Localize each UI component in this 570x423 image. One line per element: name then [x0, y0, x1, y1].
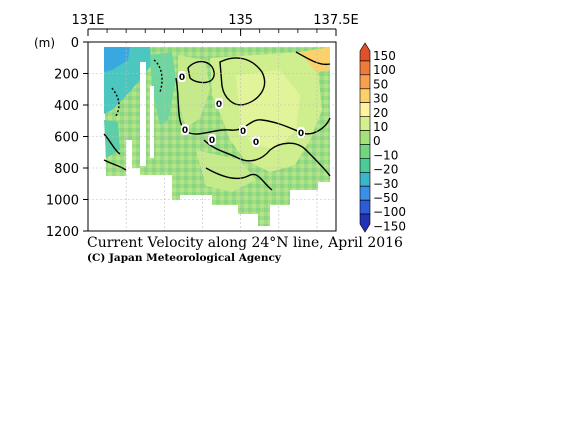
- colorbar-segment: [359, 185, 371, 201]
- field-patch-west-4: [150, 52, 176, 125]
- contour-line: [187, 61, 215, 84]
- field-gap-3: [126, 140, 132, 170]
- zero-contours: [103, 51, 331, 191]
- contour-label: 0: [253, 138, 259, 148]
- x-tick-label: 137.5E: [313, 13, 358, 28]
- grid: [88, 42, 336, 231]
- y-tick-label: 800: [54, 162, 79, 177]
- colorbar-label: −10: [373, 148, 398, 162]
- colorbar-segment: [359, 74, 371, 90]
- colorbar-label: 20: [373, 106, 388, 120]
- contour-label: 0: [182, 126, 188, 136]
- contour-line: [205, 167, 273, 191]
- field-patch-east-3: [300, 47, 330, 72]
- x-tick-label: 131E: [71, 13, 104, 28]
- field-patch-east-2: [236, 70, 300, 150]
- contour-label: 0: [179, 73, 185, 83]
- field-gap-1: [140, 62, 146, 166]
- colorbar-label: 10: [373, 120, 388, 134]
- contour-label: 0: [298, 129, 304, 139]
- colorbar-label: −20: [373, 163, 398, 177]
- chart-title: Current Velocity along 24°N line, April …: [87, 235, 403, 251]
- credit-text: (C) Japan Meteorological Agency: [87, 252, 282, 264]
- colorbar-segment: [359, 199, 371, 215]
- colorbar-segment: [359, 42, 371, 62]
- colorbar-segment: [359, 116, 371, 131]
- contour-line: [219, 57, 266, 106]
- contour-label-bg: [252, 136, 260, 147]
- contour-line: [175, 77, 263, 135]
- colorbar-segment: [359, 158, 371, 173]
- colorbar-label: 50: [373, 77, 388, 91]
- contour-label-bg: [239, 125, 247, 136]
- contour-label: 0: [216, 100, 222, 110]
- colorbar-label: 150: [373, 49, 396, 63]
- colorbar-segment: [359, 88, 371, 103]
- x-tick-label: 135: [228, 13, 253, 28]
- field-patch-west-3: [104, 120, 120, 158]
- contour-line: [295, 51, 331, 66]
- colorbar-label: 100: [373, 63, 396, 77]
- contour-line: [103, 159, 127, 171]
- colorbar-label: −50: [373, 191, 398, 205]
- y-unit-label: (m): [34, 36, 55, 50]
- y-tick-label: 600: [54, 131, 79, 146]
- contour-label-bg: [181, 124, 189, 135]
- y-tick-label: 400: [54, 99, 79, 114]
- field-patch-west-2: [104, 47, 130, 72]
- colorbar-segment: [359, 172, 371, 187]
- y-tick-label: 0: [71, 36, 79, 51]
- x-axis: 131E 135 137.5E: [71, 13, 359, 36]
- contour-label-bg: [215, 98, 223, 109]
- colorbar-segment: [359, 102, 371, 117]
- y-tick-label: 1200: [46, 225, 79, 240]
- contour-label-bg: [297, 127, 305, 138]
- colorbar-segment: [359, 60, 371, 76]
- y-axis: 0 200 400 600 800 1000 1200 (m): [34, 36, 88, 240]
- colorbar-label: 30: [373, 92, 388, 106]
- y-tick-label: 200: [54, 68, 79, 83]
- field-gap-2: [150, 86, 154, 158]
- colorbar-segment: [359, 130, 371, 145]
- colorbar-label: −30: [373, 177, 398, 191]
- field-patch-lower: [196, 150, 256, 192]
- contour-label: 0: [240, 127, 246, 137]
- colorbar-segment: [359, 144, 371, 159]
- colorbar-label: −150: [373, 219, 406, 233]
- colorbar-label: 0: [373, 134, 381, 148]
- y-tick-label: 1000: [46, 194, 79, 209]
- contour-line: [203, 139, 331, 177]
- colorbar-label: −100: [373, 205, 406, 219]
- contour-label: 0: [209, 136, 215, 146]
- contour-line: [103, 133, 121, 155]
- colorbar-segment: [359, 213, 371, 233]
